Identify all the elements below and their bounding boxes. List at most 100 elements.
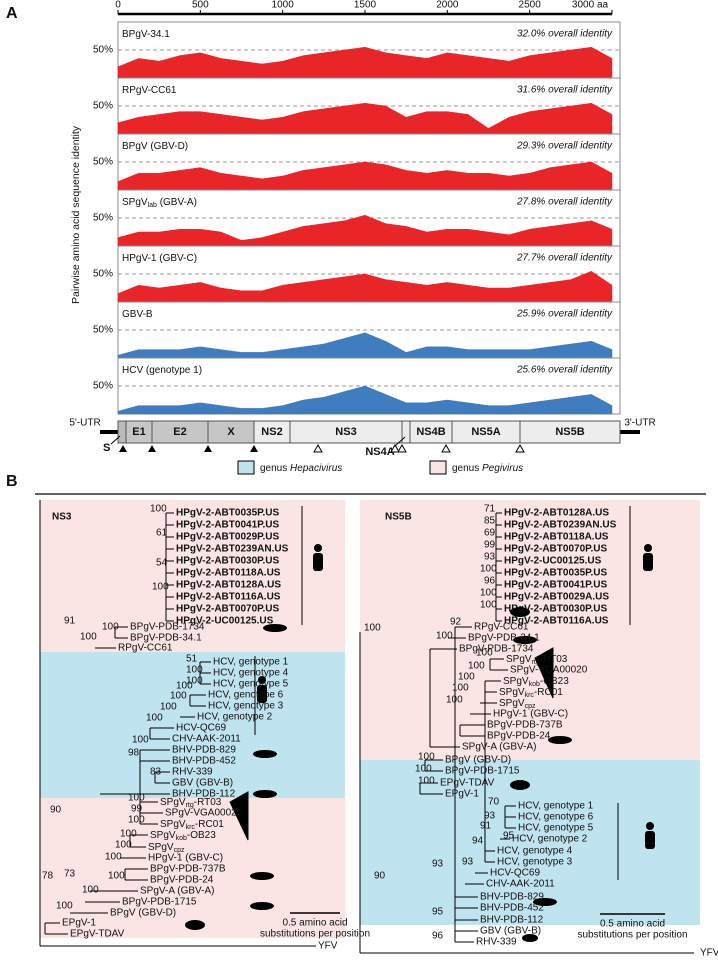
icon [646, 822, 654, 830]
scale-bar-label: substitutions per position [260, 929, 370, 940]
highlighted-leaf: HPgV-2-UC00125.US [176, 616, 274, 627]
panel-label: A [6, 5, 18, 22]
highlighted-leaf: HPgV-2-ABT0035P.US [504, 568, 608, 579]
leaf-label: HCV, genotype 2 [197, 712, 273, 723]
bootstrap: 95 [503, 831, 515, 842]
x-tick-label: 1500 [354, 0, 377, 11]
highlighted-leaf: HPgV-2-ABT0070P.US [504, 544, 608, 555]
label-part: GBV-B [122, 309, 153, 320]
track-name: BPgV (GBV-D) [122, 141, 188, 152]
bootstrap: 100 [115, 840, 132, 851]
bootstrap: 100 [415, 764, 432, 775]
label-part: SPgV [160, 819, 186, 830]
bootstrap: 99 [131, 804, 143, 815]
highlighted-leaf: HPgV-2-ABT0029A.US [504, 592, 609, 603]
leaf-label: HCV, genotype 5 [518, 823, 594, 834]
bootstrap: 78 [42, 871, 54, 882]
icon [644, 544, 652, 552]
identity-annotation: 25.6% overall identity [516, 365, 613, 376]
highlighted-leaf: HPgV-2-ABT0041P.US [504, 580, 608, 591]
icon [513, 636, 537, 644]
subscript: rtg [532, 659, 540, 666]
scale-bar-label: substitutions per position [577, 930, 687, 941]
gene-label: S [103, 442, 110, 454]
leaf-label: SPgVkrc-RC01 [160, 819, 224, 832]
y-axis-label: Pairwise amino acid sequence identity [70, 125, 82, 304]
x-tick-label: 1000 [272, 0, 295, 11]
icon [253, 790, 277, 798]
leaf-label: BPgV (GBV-D) [445, 755, 511, 766]
label-part: SPgV [122, 197, 148, 208]
leaf-label: SPgVkob-OB23 [503, 676, 569, 689]
leaf-label: SPgVrtg-RT03 [506, 654, 568, 667]
y-tick-label: 50% [93, 381, 113, 392]
bootstrap: 100 [480, 588, 497, 599]
bootstrap: 100 [56, 901, 73, 912]
bootstrap: 99 [484, 540, 496, 551]
scale-bar-label: 0.5 amino acid [282, 918, 347, 929]
leader [394, 436, 406, 447]
bootstrap: 100 [146, 713, 163, 724]
outgroup-label: YFV [318, 941, 338, 952]
bootstrap: 100 [160, 702, 177, 713]
bootstrap: 100 [418, 752, 435, 763]
x-tick-label: 500 [192, 0, 209, 11]
utr-label: 3'-UTR [624, 418, 655, 429]
highlighted-leaf: HPgV-2-ABT0030P.US [176, 556, 280, 567]
highlighted-leaf: HPgV-2-ABT0118A.US [504, 532, 609, 543]
bootstrap: 100 [176, 681, 193, 692]
bootstrap: 100 [150, 504, 167, 515]
leaf-label: BPgV-PDB-1715 [445, 766, 520, 777]
leaf-label: EPgV-TDAV [440, 778, 495, 789]
bootstrap: 83 [150, 767, 162, 778]
y-tick-label: 50% [93, 101, 113, 112]
highlighted-leaf: HPgV-2-ABT0029P.US [176, 532, 280, 543]
y-tick-label: 50% [93, 213, 113, 224]
icon [533, 898, 557, 906]
icon [185, 920, 205, 930]
bootstrap: 100 [170, 691, 187, 702]
legend-name: Hepacivirus [290, 463, 342, 474]
identity-annotation: 31.6% overall identity [517, 85, 613, 96]
bootstrap: 100 [132, 735, 149, 746]
icon [253, 750, 277, 758]
leader [110, 435, 121, 445]
leaf-label: CHV-AAK-2011 [172, 734, 241, 745]
leaf-label: BHV-PDB-829 [480, 892, 544, 903]
cleavage-site [313, 443, 525, 453]
x-tick-label: 0 [115, 0, 121, 11]
bootstrap: 51 [186, 654, 198, 665]
scale-bar-label: 0.5 amino acid [600, 919, 665, 930]
highlighted-leaf: HPgV-2-ABT0116A.US [504, 616, 609, 627]
bootstrap: 93 [484, 552, 496, 563]
gene-label: NS4B [416, 426, 445, 438]
label-part: -RC01 [534, 687, 563, 698]
clade-bg [40, 652, 345, 798]
label-part: HCV (genotype 1) [122, 365, 202, 376]
leaf-label: BPgV-PDB-1734 [130, 622, 205, 633]
leaf-label: BPgV-PDB-737B [150, 864, 226, 875]
icon [548, 736, 572, 744]
leaf-label: GBV (GBV-B) [172, 778, 233, 789]
leaf-label: EPgV-1 [62, 918, 96, 929]
bootstrap: 100 [418, 776, 435, 787]
cleavage-site [119, 445, 258, 452]
leaf-label: HCV, genotype 6 [518, 812, 594, 823]
host-icons [185, 544, 655, 942]
highlighted-leaf: HPgV-2-ABT0116A.US [176, 592, 281, 603]
x-tick-label: 2500 [519, 0, 542, 11]
leaf-label: BHV-PDB-112 [480, 915, 544, 926]
leaf-label: SPgVkrc-RC01 [499, 687, 563, 700]
identity-area [117, 46, 613, 79]
subscript: rtg [186, 802, 194, 809]
bootstrap: 73 [64, 869, 76, 880]
gene-label: NS4A [365, 446, 394, 458]
leaf-label: HCV, genotype 1 [518, 801, 594, 812]
leaf-label: HPgV-1 (GBV-C) [493, 709, 568, 720]
icon [250, 872, 274, 880]
highlighted-leaf: HPgV-2-ABT0239AN.US [176, 544, 289, 555]
bootstrap: 100 [446, 695, 463, 706]
leaf-label: GBV (GBV-B) [480, 926, 541, 937]
